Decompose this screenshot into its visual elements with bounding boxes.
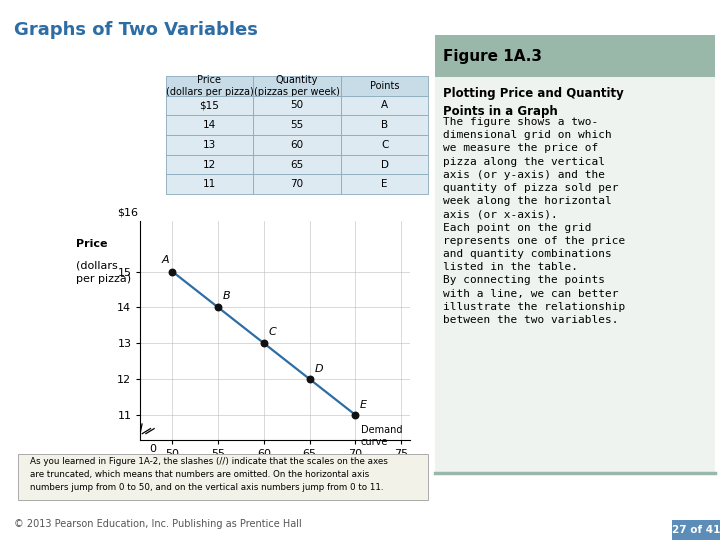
- Point: [258, 339, 270, 348]
- Text: axis (or x-axis).: axis (or x-axis).: [443, 210, 558, 219]
- FancyBboxPatch shape: [18, 454, 428, 500]
- Text: with a line, we can better: with a line, we can better: [443, 288, 618, 299]
- Text: pizza along the vertical: pizza along the vertical: [443, 157, 605, 167]
- Bar: [435, 35, 715, 475]
- Text: Plotting Price and Quantity
Points in a Graph: Plotting Price and Quantity Points in a …: [443, 87, 624, 118]
- Text: and quantity combinations: and quantity combinations: [443, 249, 612, 259]
- Text: E: E: [360, 400, 367, 410]
- Text: C: C: [269, 327, 276, 337]
- Text: Price: Price: [76, 239, 107, 249]
- Text: D: D: [315, 364, 323, 374]
- Text: $16: $16: [117, 207, 138, 217]
- Text: between the two variables.: between the two variables.: [443, 315, 618, 325]
- Text: quantity of pizza sold per: quantity of pizza sold per: [443, 183, 618, 193]
- Point: [212, 303, 224, 312]
- Text: Figure 1A.3: Figure 1A.3: [443, 50, 542, 64]
- X-axis label: Quantity
(pizzas per week): Quantity (pizzas per week): [226, 465, 325, 487]
- Text: A: A: [161, 255, 169, 265]
- Point: [304, 375, 315, 383]
- Text: B: B: [222, 291, 230, 301]
- Text: 27 of 41: 27 of 41: [672, 525, 720, 535]
- Text: The figure shows a two-: The figure shows a two-: [443, 117, 598, 127]
- Text: listed in the table.: listed in the table.: [443, 262, 578, 272]
- Text: © 2013 Pearson Education, Inc. Publishing as Prentice Hall: © 2013 Pearson Education, Inc. Publishin…: [14, 519, 302, 529]
- Bar: [435, 35, 715, 77]
- Text: we measure the price of: we measure the price of: [443, 144, 598, 153]
- Point: [350, 411, 361, 420]
- Text: represents one of the price: represents one of the price: [443, 236, 625, 246]
- Text: illustrate the relationship: illustrate the relationship: [443, 302, 625, 312]
- Text: As you learned in Figure 1A-2, the slashes (//) indicate that the scales on the : As you learned in Figure 1A-2, the slash…: [30, 457, 388, 492]
- Text: Graphs of Two Variables: Graphs of Two Variables: [14, 21, 258, 39]
- Bar: [672, 520, 720, 540]
- Text: Each point on the grid: Each point on the grid: [443, 222, 592, 233]
- Text: dimensional grid on which: dimensional grid on which: [443, 130, 612, 140]
- Text: (dollars
per pizza): (dollars per pizza): [76, 261, 131, 284]
- Text: By connecting the points: By connecting the points: [443, 275, 605, 286]
- Text: axis (or y-axis) and the: axis (or y-axis) and the: [443, 170, 605, 180]
- Point: [166, 267, 178, 276]
- Text: week along the horizontal: week along the horizontal: [443, 196, 612, 206]
- Text: 0: 0: [149, 444, 156, 454]
- Text: Demand
curve: Demand curve: [361, 425, 402, 447]
